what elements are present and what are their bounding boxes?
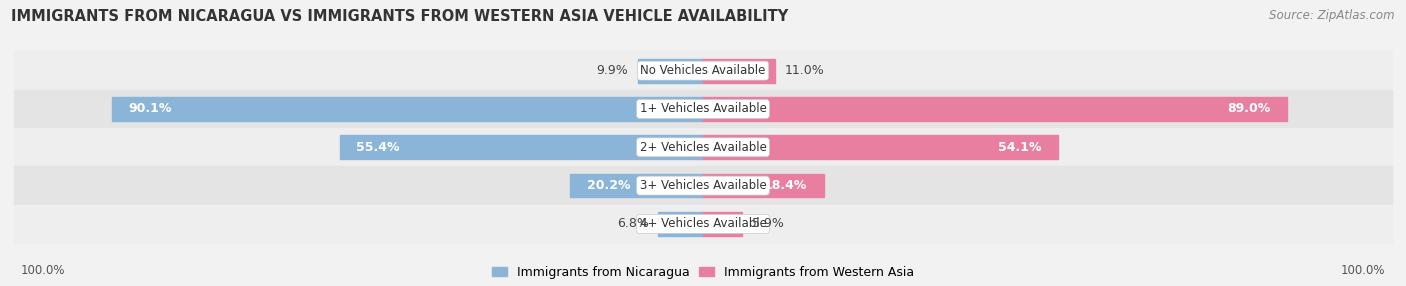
Bar <box>14 90 1392 128</box>
Text: 1+ Vehicles Available: 1+ Vehicles Available <box>640 102 766 116</box>
Text: 54.1%: 54.1% <box>998 141 1042 154</box>
Text: 100.0%: 100.0% <box>21 264 65 277</box>
Bar <box>14 51 1392 90</box>
Text: No Vehicles Available: No Vehicles Available <box>640 64 766 77</box>
Bar <box>14 166 1392 205</box>
Text: 18.4%: 18.4% <box>763 179 807 192</box>
Legend: Immigrants from Nicaragua, Immigrants from Western Asia: Immigrants from Nicaragua, Immigrants fr… <box>492 266 914 279</box>
Bar <box>14 205 1392 243</box>
Bar <box>703 59 775 83</box>
Text: Source: ZipAtlas.com: Source: ZipAtlas.com <box>1270 9 1395 21</box>
Text: 2+ Vehicles Available: 2+ Vehicles Available <box>640 141 766 154</box>
Bar <box>703 174 824 198</box>
Bar <box>658 212 703 236</box>
Bar <box>14 128 1392 166</box>
Bar <box>638 59 703 83</box>
Bar <box>703 97 1286 121</box>
Text: 5.9%: 5.9% <box>752 217 783 231</box>
Text: 6.8%: 6.8% <box>617 217 648 231</box>
Text: 20.2%: 20.2% <box>586 179 630 192</box>
Bar <box>703 135 1057 159</box>
Text: 3+ Vehicles Available: 3+ Vehicles Available <box>640 179 766 192</box>
Text: 11.0%: 11.0% <box>785 64 825 77</box>
Bar <box>571 174 703 198</box>
Bar <box>112 97 703 121</box>
Text: 55.4%: 55.4% <box>356 141 399 154</box>
Text: 9.9%: 9.9% <box>596 64 628 77</box>
Text: IMMIGRANTS FROM NICARAGUA VS IMMIGRANTS FROM WESTERN ASIA VEHICLE AVAILABILITY: IMMIGRANTS FROM NICARAGUA VS IMMIGRANTS … <box>11 9 789 23</box>
Text: 89.0%: 89.0% <box>1227 102 1271 116</box>
Text: 4+ Vehicles Available: 4+ Vehicles Available <box>640 217 766 231</box>
Bar <box>703 212 742 236</box>
Text: 100.0%: 100.0% <box>1341 264 1385 277</box>
Bar <box>339 135 703 159</box>
Text: 90.1%: 90.1% <box>128 102 172 116</box>
